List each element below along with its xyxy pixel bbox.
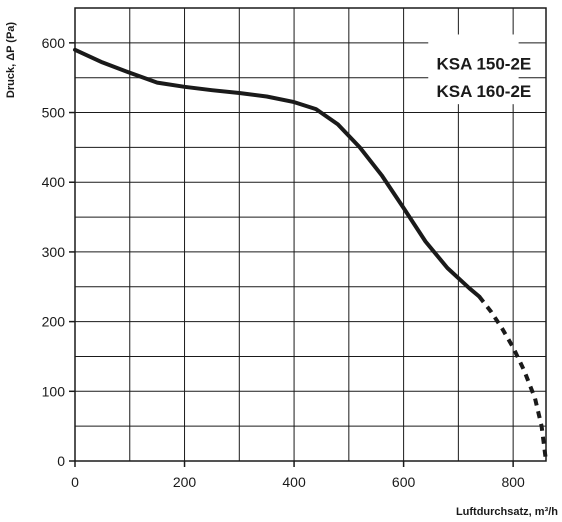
- x-tick-label: 600: [392, 474, 416, 490]
- axis-ticks: 0 100 200 300 400 500 600 0 200 400 600 800: [42, 35, 525, 490]
- x-axis-title: Luftdurchsatz, m³/h: [456, 506, 558, 518]
- x-tick-label: 400: [282, 474, 306, 490]
- plot-frame: [74, 7, 547, 462]
- legend-label-ksa-160: KSA 160-2E: [436, 82, 531, 101]
- x-tick-label: 200: [173, 474, 197, 490]
- x-tick-label: 800: [501, 474, 525, 490]
- y-tick-label: 200: [42, 314, 66, 330]
- y-tick-label: 0: [57, 453, 65, 469]
- series-line-solid: [73, 47, 482, 299]
- legend-label-ksa-150: KSA 150-2E: [436, 54, 531, 73]
- y-tick-label: 300: [42, 244, 66, 260]
- series: [73, 47, 548, 462]
- legend-background: [428, 34, 519, 105]
- x-tick-label: 0: [71, 474, 79, 490]
- y-tick-label: 500: [42, 105, 66, 121]
- y-tick-label: 600: [42, 35, 66, 51]
- y-tick-label: 400: [42, 174, 66, 190]
- y-tick-label: 100: [42, 383, 66, 399]
- legend: KSA 150-2E KSA 160-2E: [428, 34, 531, 105]
- y-axis-title: Druck, ΔP (Pa): [5, 22, 17, 99]
